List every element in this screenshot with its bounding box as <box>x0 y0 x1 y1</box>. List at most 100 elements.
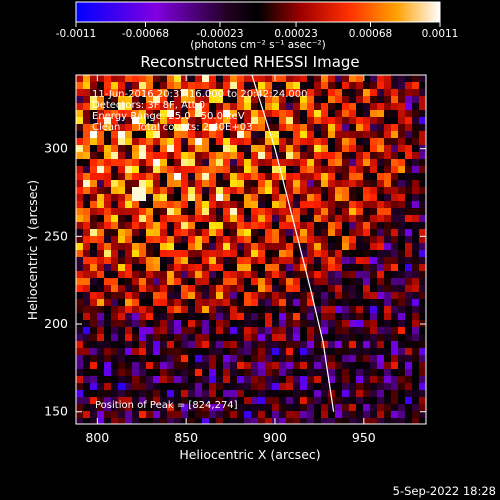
heatmap-cell <box>272 208 280 216</box>
heatmap-cell <box>132 334 140 342</box>
heatmap-cell <box>139 159 147 167</box>
heatmap-cell <box>363 418 371 424</box>
heatmap-cell <box>279 250 287 258</box>
heatmap-cell <box>237 131 245 139</box>
heatmap-cell <box>258 278 266 286</box>
heatmap-cell <box>209 243 217 251</box>
heatmap-cell <box>307 208 315 216</box>
heatmap-cell <box>300 229 308 237</box>
heatmap-cell <box>335 404 343 412</box>
heatmap-cell <box>83 397 91 405</box>
heatmap-cell <box>223 299 231 307</box>
heatmap-cell <box>300 89 308 97</box>
heatmap-cell <box>244 285 252 293</box>
heatmap-cell <box>132 341 140 349</box>
heatmap-cell <box>356 208 364 216</box>
heatmap-cell <box>258 355 266 363</box>
heatmap-cell <box>111 292 119 300</box>
heatmap-cell <box>139 215 147 223</box>
heatmap-cell <box>167 229 175 237</box>
heatmap-cell <box>349 271 357 279</box>
heatmap-cell <box>167 348 175 356</box>
heatmap-cell <box>237 348 245 356</box>
heatmap-cell <box>314 159 322 167</box>
heatmap-cell <box>230 313 238 321</box>
heatmap-cell <box>97 124 105 132</box>
heatmap-cell <box>244 299 252 307</box>
heatmap-cell <box>209 299 217 307</box>
heatmap-cell <box>139 152 147 160</box>
heatmap-cell <box>76 299 84 307</box>
heatmap-cell <box>118 187 126 195</box>
heatmap-cell <box>370 229 378 237</box>
heatmap-cell <box>195 264 203 272</box>
heatmap-cell <box>272 145 280 153</box>
heatmap-cell <box>272 264 280 272</box>
heatmap-cell <box>405 271 413 279</box>
heatmap-cell <box>104 236 112 244</box>
heatmap-cell <box>132 257 140 265</box>
heatmap-cell <box>272 390 280 398</box>
heatmap-cell <box>230 96 238 104</box>
heatmap-cell <box>293 194 301 202</box>
heatmap-cell <box>230 110 238 118</box>
heatmap-cell <box>188 117 196 125</box>
heatmap-cell <box>272 89 280 97</box>
heatmap-cell <box>125 138 133 146</box>
heatmap-cell <box>230 264 238 272</box>
heatmap-cell <box>230 103 238 111</box>
heatmap-cell <box>398 341 406 349</box>
heatmap-cell <box>307 376 315 384</box>
heatmap-cell <box>349 383 357 391</box>
heatmap-cell <box>356 404 364 412</box>
heatmap-cell <box>132 355 140 363</box>
heatmap-cell <box>125 306 133 314</box>
heatmap-cell <box>335 159 343 167</box>
heatmap-cell <box>83 180 91 188</box>
heatmap-cell <box>307 369 315 377</box>
heatmap-cell <box>307 82 315 90</box>
heatmap-cell <box>251 138 259 146</box>
heatmap-cell <box>195 362 203 370</box>
heatmap-cell <box>356 390 364 398</box>
heatmap-cell <box>342 222 350 230</box>
heatmap-cell <box>286 89 294 97</box>
heatmap-cell <box>216 110 224 118</box>
heatmap-cell <box>363 194 371 202</box>
heatmap-cell <box>209 278 217 286</box>
heatmap-cell <box>412 131 420 139</box>
heatmap-cell <box>90 383 98 391</box>
heatmap-cell <box>146 236 154 244</box>
heatmap-cell <box>83 166 91 174</box>
heatmap-cell <box>405 334 413 342</box>
heatmap-cell <box>265 418 273 424</box>
heatmap-cell <box>342 96 350 104</box>
heatmap-cell <box>293 75 301 83</box>
heatmap-cell <box>272 355 280 363</box>
heatmap-cell <box>237 236 245 244</box>
heatmap-cell <box>293 320 301 328</box>
heatmap-cell <box>111 110 119 118</box>
heatmap-cell <box>223 383 231 391</box>
heatmap-cell <box>335 376 343 384</box>
heatmap-cell <box>405 390 413 398</box>
heatmap-cell <box>251 152 259 160</box>
heatmap-cell <box>90 103 98 111</box>
heatmap-cell <box>272 271 280 279</box>
heatmap-cell <box>370 117 378 125</box>
heatmap-cell <box>76 397 84 405</box>
heatmap-cell <box>244 383 252 391</box>
heatmap-cell <box>202 334 210 342</box>
heatmap-cell <box>398 306 406 314</box>
heatmap-cell <box>195 285 203 293</box>
heatmap-cell <box>76 124 84 132</box>
heatmap-cell <box>419 187 426 195</box>
heatmap-cell <box>300 376 308 384</box>
heatmap-cell <box>398 313 406 321</box>
heatmap-cell <box>244 173 252 181</box>
heatmap-cell <box>342 173 350 181</box>
heatmap-cell <box>398 257 406 265</box>
heatmap-cell <box>377 89 385 97</box>
heatmap-cell <box>363 180 371 188</box>
heatmap-cell <box>405 243 413 251</box>
